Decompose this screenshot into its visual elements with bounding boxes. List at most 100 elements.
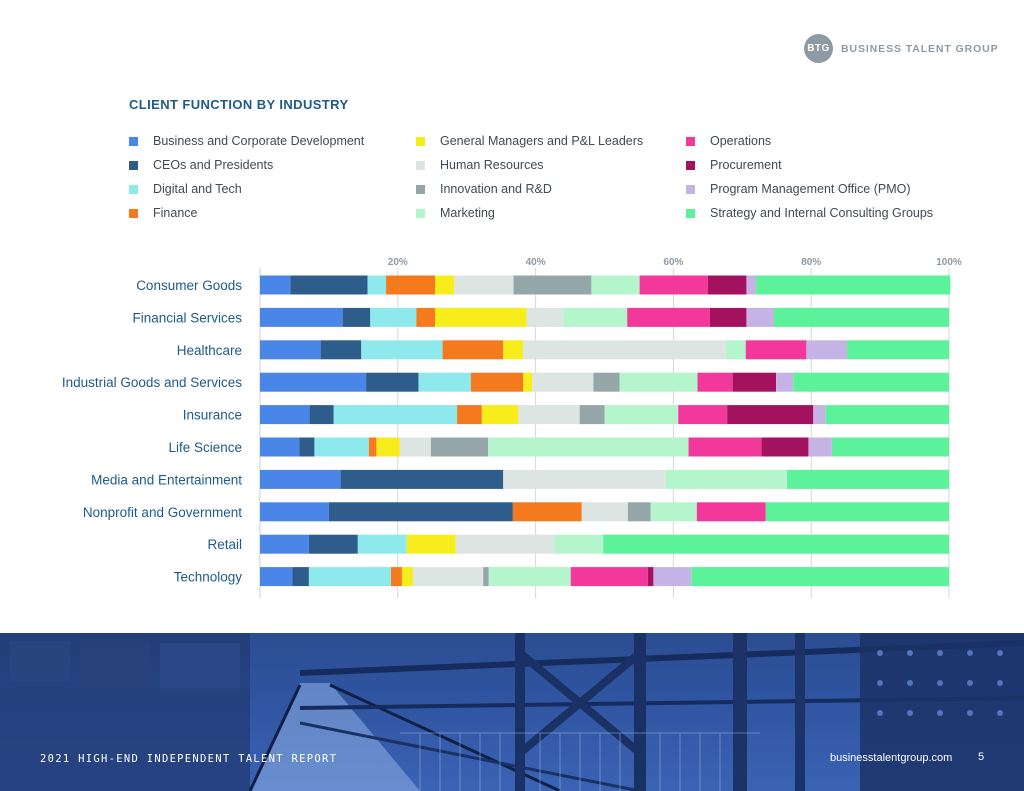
bar-segment — [488, 567, 571, 587]
bar-segment — [554, 534, 604, 554]
legend-label: Operations — [710, 134, 772, 148]
bar-segment — [627, 502, 651, 522]
bar-segment — [512, 502, 582, 522]
legend-label: Human Resources — [440, 158, 544, 172]
legend-swatch — [686, 136, 695, 146]
bar-segment — [401, 567, 413, 587]
bar-segment — [847, 340, 949, 360]
legend-item: Business and Corporate Development — [129, 134, 364, 148]
legend-swatch — [416, 208, 425, 218]
bar-segment — [320, 340, 362, 360]
chart-title: CLIENT FUNCTION BY INDUSTRY — [129, 97, 349, 112]
bar-segment — [563, 307, 628, 327]
legend-label: Procurement — [710, 158, 782, 172]
category-label: Media and Entertainment — [91, 472, 242, 487]
bar-segment — [725, 340, 746, 360]
legend-label: Business and Corporate Development — [153, 134, 365, 148]
legend-item: General Managers and P&L Leaders — [416, 134, 643, 148]
bar-segment — [299, 437, 315, 457]
legend-label: Finance — [153, 206, 198, 220]
bar-segment — [430, 437, 489, 457]
bar-segment — [665, 469, 788, 489]
bar-segment — [776, 372, 794, 392]
bar-segment — [340, 469, 504, 489]
bar-segment — [361, 340, 443, 360]
bar-segment — [707, 275, 747, 295]
x-tick-label: 100% — [936, 257, 962, 268]
report-title: 2021 HIGH-END INDEPENDENT TALENT REPORT — [40, 753, 338, 765]
bar-segment — [732, 372, 777, 392]
category-label: Life Science — [168, 440, 242, 455]
legend-swatch — [686, 184, 695, 194]
bar-segment — [290, 275, 368, 295]
legend-swatch — [686, 208, 695, 218]
brand-logo: BTG BUSINESS TALENT GROUP — [804, 34, 999, 63]
page-number: 5 — [978, 751, 985, 763]
legend-label: General Managers and P&L Leaders — [440, 134, 644, 148]
bar-segment — [342, 307, 371, 327]
bar-segment — [513, 275, 592, 295]
bar-segment — [579, 405, 605, 425]
bar-segment — [808, 437, 832, 457]
category-label: Insurance — [183, 408, 242, 423]
bar-segment — [806, 340, 848, 360]
bar-segment — [481, 405, 519, 425]
legend-swatch — [416, 184, 425, 194]
bar-segment — [333, 405, 458, 425]
x-tick-label: 40% — [526, 257, 546, 268]
bar-segment — [653, 567, 692, 587]
bar-segment — [532, 372, 594, 392]
bar-segment — [688, 437, 762, 457]
bar-segment — [435, 307, 527, 327]
legend-swatch — [129, 184, 138, 194]
bar-segment — [308, 534, 358, 554]
bar-segment — [503, 340, 524, 360]
bar-segment — [416, 307, 436, 327]
bar-segment — [678, 405, 728, 425]
bar-segment — [603, 534, 949, 554]
bar-segment — [503, 469, 666, 489]
legend-label: Innovation and R&D — [440, 182, 552, 196]
category-label: Technology — [174, 570, 243, 585]
bar-segment — [390, 567, 402, 587]
bar-segment — [357, 534, 407, 554]
bar-segment — [526, 307, 564, 327]
bar-segment — [773, 307, 949, 327]
bar-segment — [591, 275, 640, 295]
bar-segment — [418, 372, 471, 392]
bar-segment — [309, 405, 334, 425]
bar-segment — [260, 405, 310, 425]
x-tick-label: 60% — [663, 257, 683, 268]
bar-segment — [260, 534, 309, 554]
bar-segment — [370, 307, 417, 327]
bar-segment — [745, 340, 807, 360]
bar-segment — [765, 502, 949, 522]
bar-segment — [697, 372, 733, 392]
bar-segment — [260, 567, 293, 587]
legend-label: CEOs and Presidents — [153, 158, 274, 172]
bar-segment — [260, 469, 341, 489]
legend-swatch — [686, 160, 695, 170]
bar-segment — [455, 534, 555, 554]
legend-item: Human Resources — [416, 158, 544, 172]
category-label: Industrial Goods and Services — [62, 375, 242, 390]
bar-segment — [457, 405, 482, 425]
category-label: Nonprofit and Government — [83, 505, 242, 520]
bar-segment — [813, 405, 826, 425]
bridge-photo-illustration — [0, 633, 1024, 791]
bar-segment — [604, 405, 679, 425]
logo-name: BUSINESS TALENT GROUP — [841, 42, 999, 55]
legend-item: Finance — [129, 206, 197, 220]
bar-segment — [399, 437, 431, 457]
bar-segment — [639, 275, 708, 295]
bar-segment — [260, 437, 300, 457]
bar-segment — [488, 437, 689, 457]
bar-segment — [691, 567, 949, 587]
bar-segment — [435, 275, 455, 295]
x-tick-label: 20% — [388, 257, 408, 268]
bar-segment — [260, 502, 329, 522]
legend-label: Digital and Tech — [153, 182, 242, 196]
bar-segment — [825, 405, 949, 425]
website-link[interactable]: businesstalentgroup.com — [830, 752, 953, 764]
bar-segment — [581, 502, 628, 522]
